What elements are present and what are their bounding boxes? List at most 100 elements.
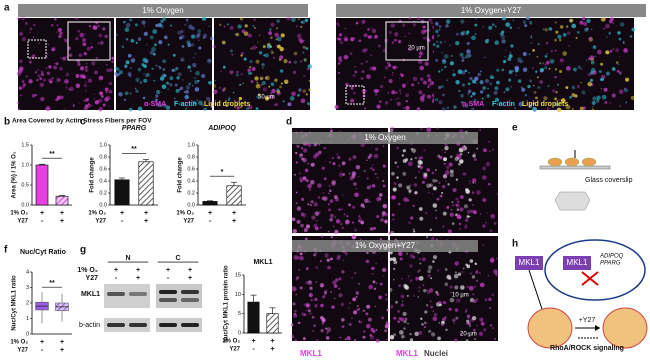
cell-signal [346, 215, 349, 218]
cell-signal [302, 337, 306, 341]
cell-signal [21, 37, 26, 42]
cell-signal [299, 60, 303, 63]
cell-signal [461, 146, 465, 150]
cell-signal [303, 39, 305, 42]
cell-signal [315, 251, 318, 254]
cell-signal [410, 158, 413, 161]
cell-signal [577, 65, 581, 69]
cell-signal [250, 47, 253, 50]
cell-signal [279, 46, 284, 52]
cell-signal [452, 204, 455, 207]
cell-signal [601, 94, 607, 100]
cell-signal [410, 148, 414, 151]
cell-signal [237, 24, 242, 29]
cell-signal [387, 91, 390, 94]
cell-signal [63, 108, 65, 111]
row-label: Y27 [17, 348, 28, 354]
cell-signal [630, 95, 635, 100]
bar [35, 164, 49, 206]
cell-signal [425, 36, 430, 41]
cell-signal [470, 95, 473, 98]
header-bar [18, 4, 308, 17]
cell-signal [111, 56, 115, 60]
cell-signal [187, 45, 190, 48]
cell-signal [303, 228, 308, 233]
significance: ** [49, 151, 55, 158]
cell-signal [449, 44, 451, 47]
cell-signal [37, 69, 39, 71]
cell-signal [412, 23, 417, 27]
cell-signal [362, 309, 366, 313]
cell-signal [452, 318, 456, 322]
cell-signal [397, 202, 401, 206]
cell-signal [341, 325, 345, 328]
row-label: Y27 [183, 219, 194, 225]
cell-signal [93, 93, 96, 95]
cell-signal [427, 269, 431, 274]
cell-signal [594, 55, 596, 58]
cell-signal [461, 59, 465, 63]
row-value: + [40, 210, 44, 217]
cell-signal [208, 59, 211, 62]
cell-signal [291, 286, 297, 292]
cell-signal [166, 81, 170, 85]
cell-signal [423, 289, 427, 293]
cell-signal [476, 279, 479, 282]
cell-signal [372, 168, 375, 171]
cell-signal [174, 83, 178, 87]
cell-signal [314, 226, 319, 231]
cell-signal [419, 262, 422, 265]
cell-signal [270, 36, 273, 39]
cell-signal [454, 261, 459, 266]
cell-signal [496, 80, 500, 85]
cell-signal [565, 66, 571, 71]
cell-signal [247, 33, 252, 38]
cell-signal [464, 218, 469, 223]
cell-signal [333, 195, 338, 200]
cell-signal [396, 176, 399, 179]
cell-signal [341, 226, 344, 230]
cell-signal [471, 191, 475, 194]
cell-signal [277, 44, 281, 49]
cell-signal [383, 219, 389, 224]
y-tick-label: 0.8 [187, 154, 195, 160]
cell-signal [105, 17, 108, 19]
cell-signal [491, 257, 494, 260]
cell-signal [303, 313, 307, 317]
cell-signal [427, 274, 431, 278]
y-tick-label: 1.0 [21, 162, 29, 168]
cell-signal [106, 68, 110, 73]
cell-signal [365, 60, 368, 63]
cell-signal [407, 47, 413, 52]
cell-signal [87, 103, 91, 106]
cell-signal [395, 98, 397, 100]
row-value: - [41, 218, 44, 225]
cell-signal [539, 67, 545, 73]
cell-signal [484, 221, 487, 224]
cell-signal [316, 339, 319, 342]
cell-signal [51, 77, 54, 80]
cell-signal [408, 16, 412, 20]
cell-signal [346, 336, 351, 341]
cell-signal [218, 86, 222, 90]
cell-signal [266, 44, 272, 49]
cell-signal [391, 90, 396, 95]
cell-signal [401, 23, 406, 28]
cell-signal [398, 183, 403, 188]
cell-signal [304, 168, 309, 173]
cell-signal [397, 97, 400, 100]
cell-signal [177, 30, 182, 35]
cell-signal [311, 215, 316, 220]
cell-signal [437, 336, 441, 341]
cell-signal [393, 182, 397, 186]
cell-signal [382, 275, 385, 277]
cell-signal [65, 86, 68, 89]
cell-signal [69, 86, 74, 92]
cell-signal [305, 302, 310, 307]
cell-signal [373, 226, 376, 230]
cell-signal [18, 66, 24, 72]
cell-signal [460, 31, 465, 36]
cell-signal [392, 257, 397, 262]
cell-signal [343, 213, 346, 216]
cell-signal [196, 32, 201, 37]
